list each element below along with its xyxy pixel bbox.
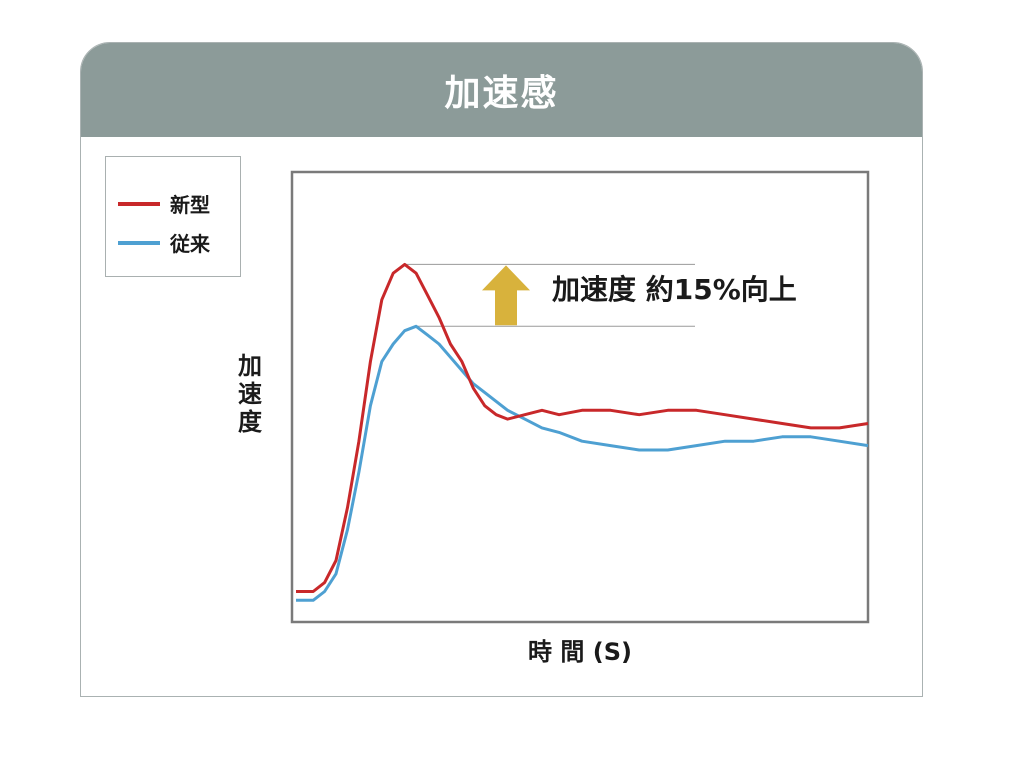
legend-label-old: 従来 bbox=[170, 232, 210, 256]
series-line-old bbox=[296, 324, 869, 602]
plot-frame bbox=[290, 170, 870, 624]
y-axis-label-char: 速 bbox=[238, 380, 262, 408]
legend-label-new: 新型 bbox=[170, 193, 210, 217]
chart-title: 加速感 bbox=[444, 73, 559, 114]
series-points-old bbox=[295, 326, 869, 601]
legend-item-old: 従来 bbox=[118, 228, 210, 257]
panel-header: 加速感 bbox=[81, 43, 922, 137]
legend: 新型 従来 bbox=[105, 156, 241, 277]
legend-item-new: 新型 bbox=[118, 189, 210, 218]
x-axis-label: 時 間 (S) bbox=[528, 638, 632, 666]
series-line-new bbox=[296, 262, 869, 593]
series-points-new bbox=[295, 264, 869, 592]
annotation-text: 加速度 約15%向上 bbox=[552, 273, 797, 306]
legend-swatch-old bbox=[118, 240, 160, 245]
y-axis-label-char: 加 bbox=[238, 352, 262, 380]
up-arrow-icon bbox=[482, 265, 530, 326]
legend-swatch-new bbox=[118, 201, 160, 206]
y-axis-label: 加 速 度 bbox=[232, 352, 268, 436]
y-axis-label-char: 度 bbox=[238, 408, 262, 436]
